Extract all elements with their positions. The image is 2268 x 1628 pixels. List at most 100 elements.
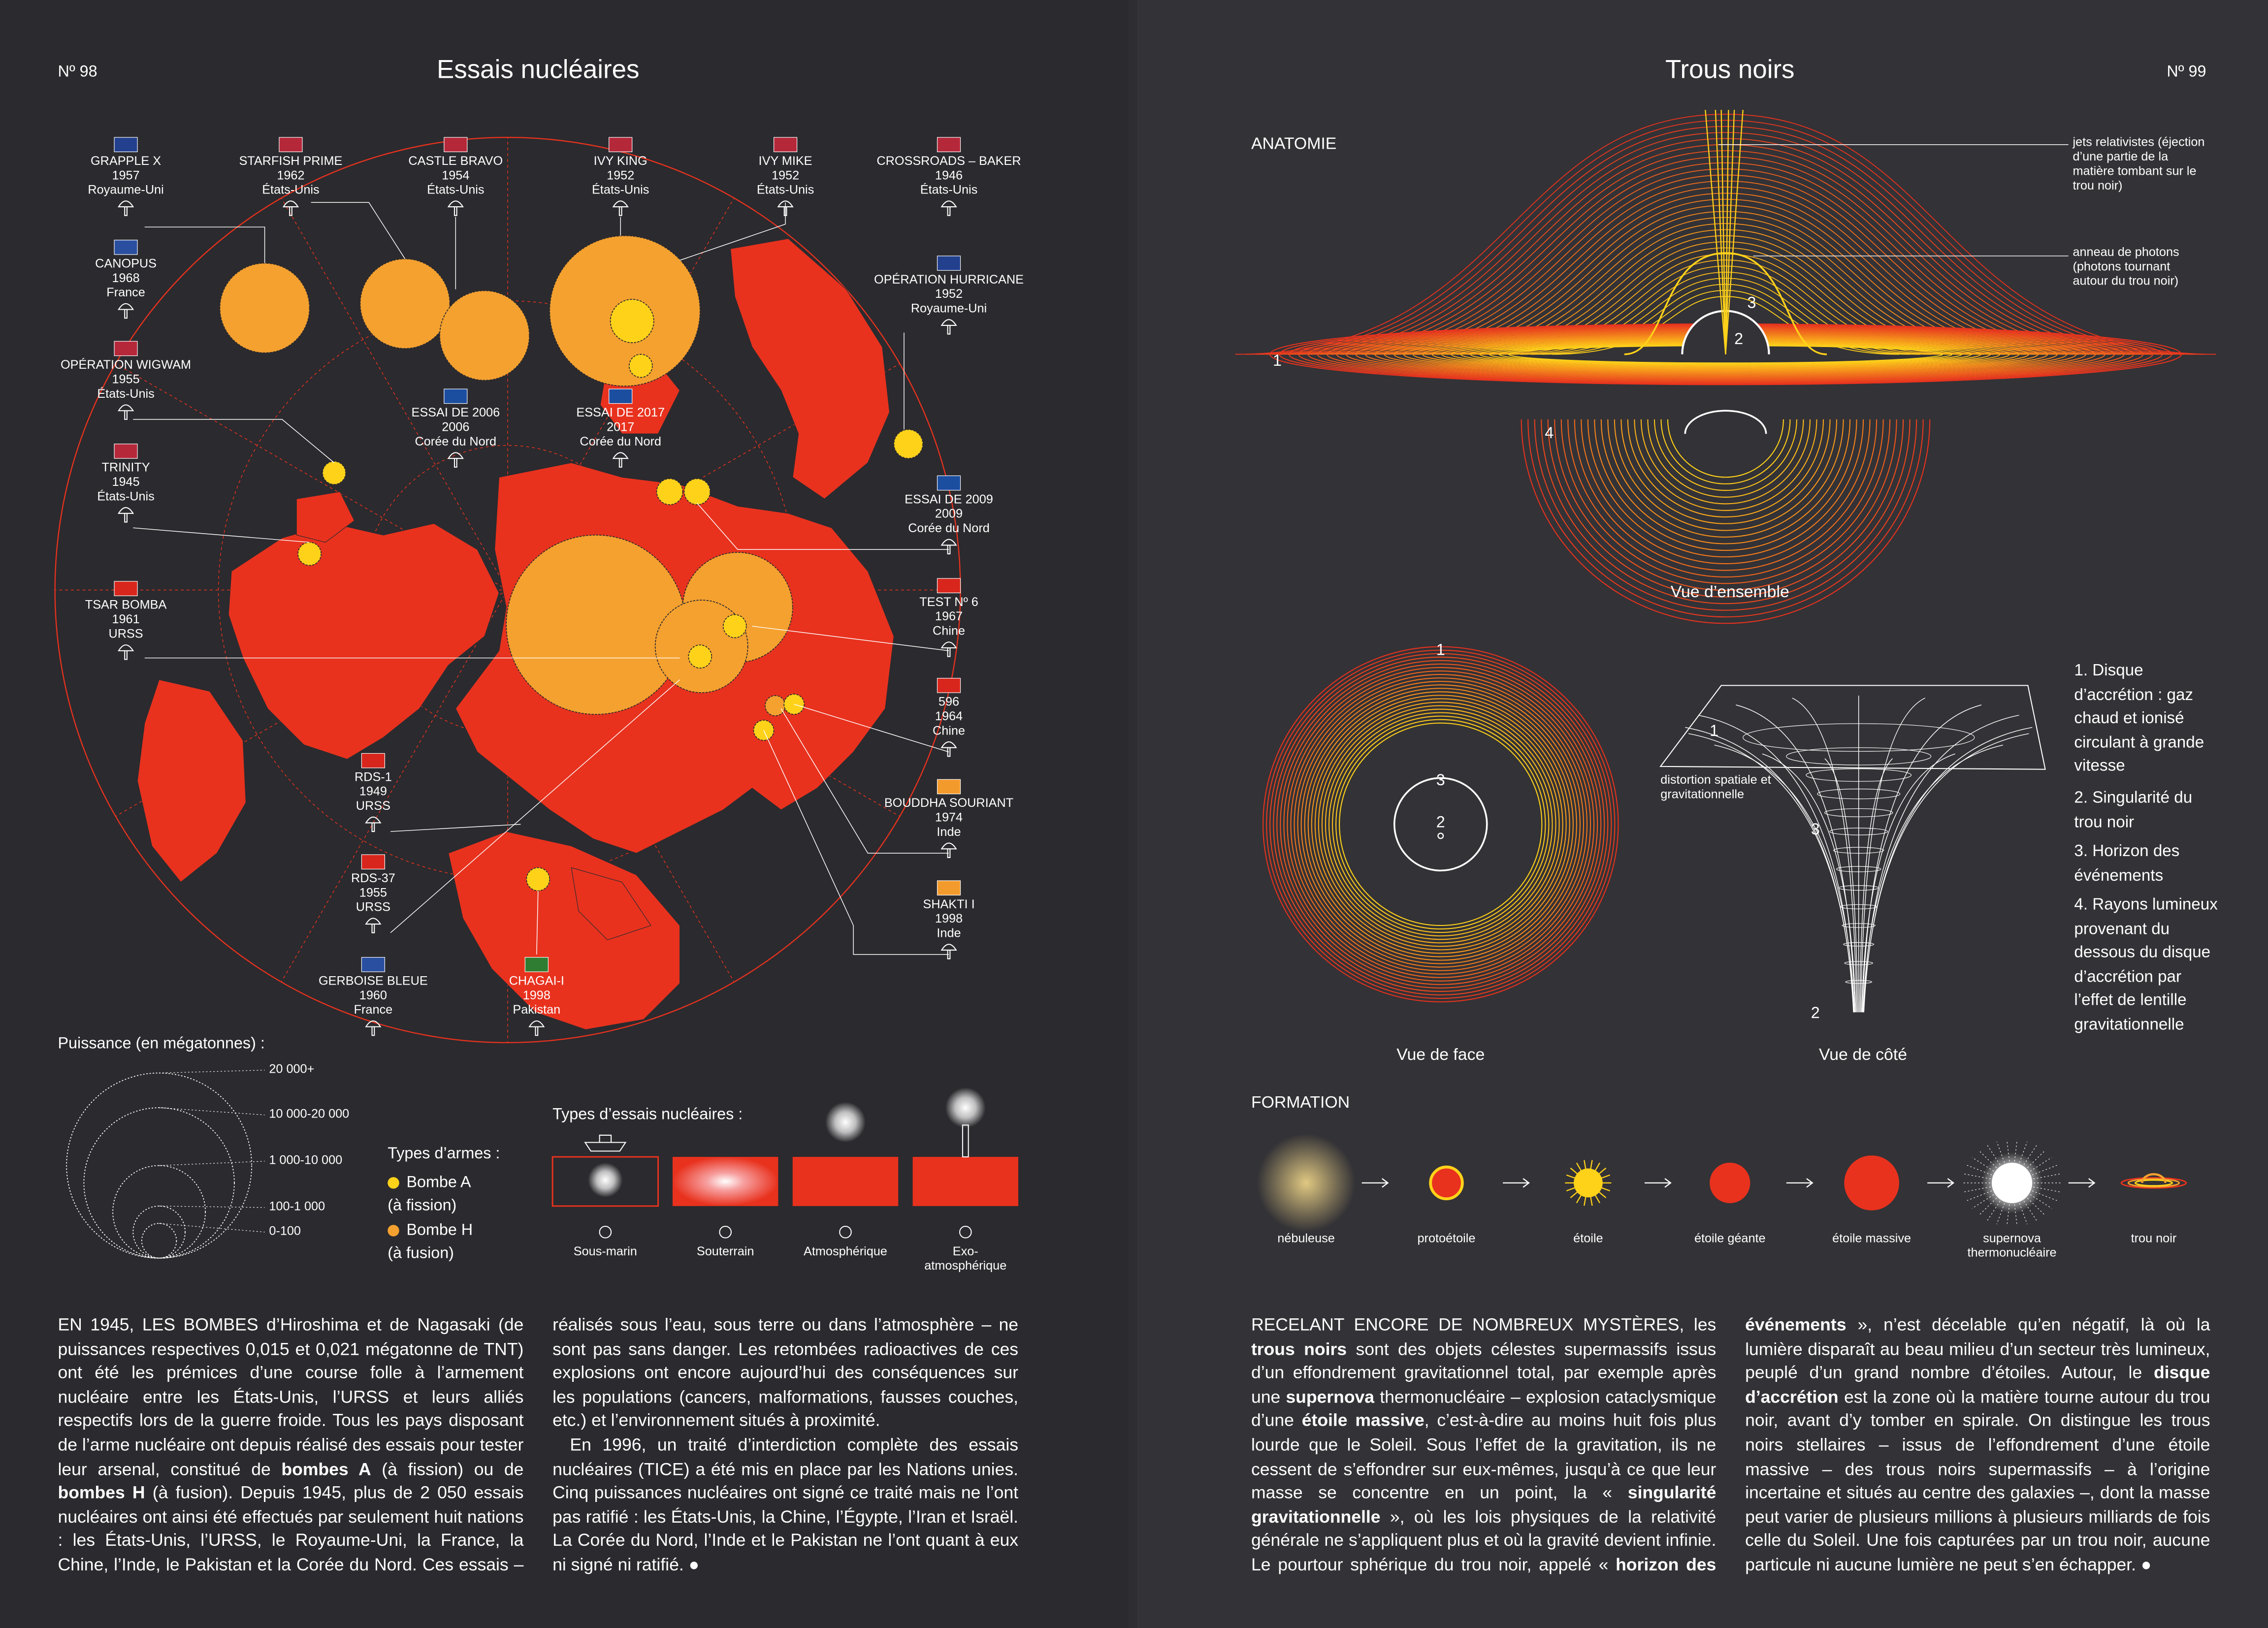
test-name: ESSAI DE 2017: [576, 405, 665, 419]
funnel-line: [1685, 727, 1854, 1013]
accretion-arc: [1415, 217, 2037, 355]
accretion-arc: [1235, 114, 2216, 355]
right-page-bg: [1136, 0, 2268, 1628]
lensed-ring: [1554, 419, 1897, 591]
flag: [444, 137, 468, 153]
text-run: est la zone où la matière tourne autour …: [1745, 1386, 2210, 1575]
stage-icon: [1844, 1155, 1899, 1211]
explosion: [628, 353, 653, 378]
lensed-horizon: [1684, 410, 1767, 434]
map-meridian: [281, 590, 508, 983]
leader-line: [780, 708, 949, 854]
accretion-arc: [1436, 229, 2015, 355]
stage-label: protoétoile: [1417, 1230, 1476, 1245]
test-icon: [365, 918, 382, 933]
flag: [937, 779, 961, 795]
funnel-ring: [1824, 808, 1893, 817]
accretion-arc: [1351, 180, 2100, 355]
page-number: Nº 98: [58, 64, 97, 81]
test-year: 1974: [935, 810, 963, 825]
face-ring: [1287, 670, 1595, 978]
accretion-arc: [1246, 120, 2205, 355]
body-text: RECELANT ENCORE DE NOMBREUX MYSTÈRES, le…: [1251, 1313, 2210, 1588]
stage-icon: [1257, 1134, 1356, 1232]
accretion-arc: [1256, 126, 2195, 355]
text-run: En 1996, un traité d’interdiction complè…: [552, 1434, 1018, 1575]
test-icon: [612, 452, 629, 468]
stage-icon: [1710, 1162, 1750, 1203]
face-ring: [1280, 663, 1602, 985]
funnel-line: [1698, 715, 1854, 1013]
face-ring: [1276, 660, 1605, 989]
face-ring: [1331, 715, 1550, 933]
test-country: URSS: [356, 798, 390, 813]
test-type-label: Sous-marin: [573, 1244, 637, 1258]
explosion: [753, 719, 775, 741]
test-icon: [365, 816, 382, 832]
test-glow: [588, 1162, 623, 1198]
test-year: 1945: [112, 474, 140, 489]
accretion-arc: [1425, 223, 2026, 355]
weapon-name: Bombe H: [406, 1222, 473, 1240]
arrow: [1786, 1178, 1814, 1188]
flag: [937, 880, 961, 895]
accretion-arc: [1320, 162, 2132, 355]
stage-icon: [2141, 1173, 2167, 1183]
marker: 3: [1436, 772, 1445, 790]
test-year: 1960: [359, 988, 387, 1002]
face-ring: [1307, 691, 1574, 958]
lensed-ring: [1640, 419, 1811, 505]
leader-line: [133, 419, 335, 463]
test-type-icon: [959, 1225, 972, 1239]
test-name: GRAPPLE X: [91, 153, 162, 168]
view-label: Vue de côté: [1818, 1047, 1908, 1064]
test-country: États-Unis: [97, 386, 155, 401]
stage-label: étoile: [1573, 1230, 1603, 1245]
flag: [937, 255, 961, 271]
face-ring: [1335, 719, 1546, 930]
power-circle: [141, 1223, 177, 1259]
funnel-ring: [1836, 866, 1881, 872]
test-country: URSS: [356, 899, 390, 914]
flag: [114, 137, 138, 153]
test-country: Chine: [932, 623, 966, 638]
arrow: [1927, 1178, 1955, 1188]
marker: 3: [1747, 295, 1756, 313]
test-icon: [118, 644, 134, 660]
lensed-ring: [1527, 419, 1924, 618]
funnel-line: [1860, 698, 1925, 1013]
funnel-line: [1861, 753, 1955, 1013]
leader-line: [794, 703, 949, 753]
flag: [524, 957, 549, 972]
jet: [1715, 110, 1726, 354]
flag: [114, 581, 138, 596]
leader-line: [536, 891, 539, 955]
test-country: États-Unis: [920, 182, 978, 197]
arrow: [1503, 1178, 1530, 1188]
accretion-arc: [1277, 138, 2174, 355]
test-type-icon: [719, 1225, 732, 1239]
face-ring: [1297, 681, 1585, 968]
funnel-ring: [1845, 980, 1872, 984]
test-icon: [940, 200, 957, 216]
flag: [444, 388, 468, 404]
land: [296, 491, 355, 543]
power-level: 100-1 000: [269, 1199, 325, 1213]
text-run: », n’est décelable qu’en négatif, là où …: [1745, 1314, 2210, 1383]
face-ring: [1321, 705, 1560, 944]
leader-line: [133, 527, 310, 543]
legend-title: Types d’essais nucléaires :: [552, 1106, 743, 1124]
funnel-ring: [1743, 723, 1975, 752]
legend-item: 2. Singularité du trou noir: [2074, 789, 2193, 831]
bold-run: bombes H: [58, 1482, 145, 1503]
explosion: [783, 694, 805, 715]
flag: [114, 240, 138, 255]
stage-icon: [2134, 1179, 2173, 1187]
test-country: Royaume-Uni: [88, 182, 164, 197]
test-icon: [282, 200, 299, 216]
flag: [361, 957, 385, 972]
flag: [937, 578, 961, 593]
face-ring: [1325, 708, 1556, 940]
flag: [361, 854, 385, 870]
